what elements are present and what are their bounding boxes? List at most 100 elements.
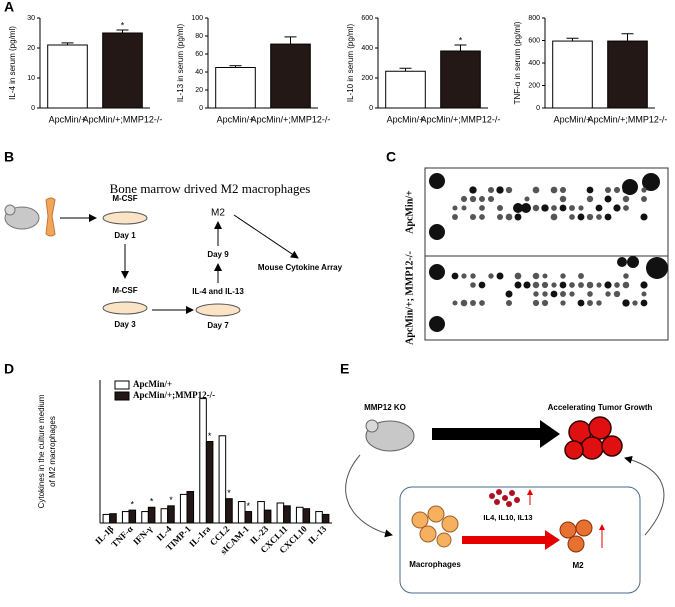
label: IL4, IL10, IL13 bbox=[483, 513, 532, 522]
bar bbox=[215, 67, 256, 109]
bar bbox=[102, 513, 111, 524]
y-axis-label: IL-10 in serum (pg/ml) bbox=[346, 24, 355, 103]
red-arrow bbox=[462, 530, 560, 550]
label: Macrophages bbox=[409, 560, 461, 569]
y-tick-label: 200 bbox=[528, 82, 540, 89]
x-tick-label: IL-1ra bbox=[187, 523, 212, 548]
blot-dot bbox=[505, 299, 513, 307]
diagram-e: MMP12 KO Accelerating Tumor Growth Macro… bbox=[345, 403, 665, 594]
bar bbox=[283, 505, 291, 524]
blot-dot bbox=[604, 281, 612, 289]
diagram-b: Bone marrow drived M2 macrophages M-CSF … bbox=[4, 181, 343, 330]
step-label: Day 1 bbox=[114, 231, 136, 240]
blot-dot bbox=[541, 299, 549, 307]
blot-dot bbox=[487, 186, 495, 194]
bar bbox=[205, 440, 214, 524]
step-label: M-CSF bbox=[112, 286, 137, 295]
y-tick-label: 0 bbox=[369, 105, 373, 112]
blot-dot bbox=[569, 291, 575, 297]
blot-dot bbox=[586, 186, 594, 194]
bar bbox=[607, 40, 648, 109]
blot-dot bbox=[559, 186, 567, 194]
legend-swatch bbox=[114, 380, 130, 390]
y-axis-label: IL-13 in serum (pg/ml) bbox=[176, 24, 185, 103]
blot-dot bbox=[623, 205, 629, 211]
blot-dot bbox=[632, 300, 638, 306]
legend-label: ApcMin/+ bbox=[133, 379, 172, 389]
step-label: Mouse Cytokine Array bbox=[258, 263, 343, 272]
y-axis-label: IL-4 in serum (pg/ml) bbox=[8, 26, 17, 100]
blot-dot bbox=[451, 272, 459, 280]
y-tick-label: 200 bbox=[361, 75, 373, 82]
blot-dot bbox=[514, 281, 522, 289]
blot-dot bbox=[532, 281, 540, 289]
blot-dot bbox=[452, 214, 458, 220]
blot-dot bbox=[532, 186, 540, 194]
blot-dot bbox=[622, 186, 630, 194]
blot-dot bbox=[550, 186, 558, 194]
blot-dot bbox=[461, 273, 467, 279]
blot-dot bbox=[523, 281, 531, 289]
blot-dot bbox=[496, 213, 504, 221]
blot-dot bbox=[542, 291, 548, 297]
blot-dot bbox=[596, 282, 602, 288]
blot-dot bbox=[496, 272, 504, 280]
blot-dot bbox=[496, 204, 504, 212]
blot-dot bbox=[521, 203, 531, 213]
dish bbox=[195, 303, 241, 317]
y-tick-label: 60 bbox=[195, 51, 203, 58]
mouse-ear bbox=[365, 419, 379, 433]
bar bbox=[315, 511, 323, 524]
bar bbox=[199, 398, 207, 524]
step-label: Day 3 bbox=[114, 320, 136, 329]
blot-dot bbox=[586, 195, 594, 203]
arrow bbox=[233, 214, 299, 259]
blot-dot bbox=[479, 214, 485, 220]
blot-dot bbox=[577, 299, 585, 307]
blot-dot bbox=[469, 213, 477, 221]
blot-dot bbox=[488, 273, 494, 279]
bar bbox=[167, 505, 175, 524]
diagram-title: Bone marrow drived M2 macrophages bbox=[110, 181, 311, 196]
label: MMP12 KO bbox=[364, 403, 406, 412]
blot-dot bbox=[578, 205, 584, 211]
macrophages bbox=[411, 505, 459, 548]
step-label: M-CSF bbox=[112, 194, 137, 203]
blot-dot bbox=[533, 291, 539, 297]
blot-dot bbox=[532, 204, 540, 212]
legend-label: ApcMin/+;MMP12-/- bbox=[133, 390, 215, 400]
x-tick-label: ApcMin/+;MMP12-/- bbox=[421, 114, 501, 124]
blot-dot bbox=[513, 203, 523, 213]
bar bbox=[109, 513, 117, 524]
row-label: ApcMin/+ bbox=[404, 190, 415, 234]
bar bbox=[160, 508, 169, 524]
x-tick-label: ApcMin/+ bbox=[49, 114, 87, 124]
m2-cells bbox=[559, 519, 593, 553]
bar bbox=[47, 44, 88, 109]
blot-dot bbox=[452, 300, 458, 306]
blot-dot bbox=[505, 186, 513, 194]
blot-dot bbox=[514, 213, 522, 221]
x-tick-label: IFN-γ bbox=[131, 523, 155, 547]
significance: * bbox=[227, 488, 231, 498]
y-tick-label: 30 bbox=[27, 15, 35, 22]
blot-dot bbox=[524, 196, 530, 202]
blot-dot bbox=[460, 195, 468, 203]
y-tick-label: 80 bbox=[195, 33, 203, 40]
step-label: Day 9 bbox=[207, 250, 229, 259]
blot-dot bbox=[586, 213, 594, 221]
blot-dot bbox=[560, 291, 566, 297]
bar bbox=[121, 511, 130, 524]
blot-dot bbox=[487, 195, 495, 203]
panel-label: D bbox=[4, 361, 14, 377]
y-tick-label: 400 bbox=[528, 60, 540, 67]
bar bbox=[186, 491, 195, 524]
blot-dot bbox=[617, 257, 627, 267]
bar bbox=[263, 509, 272, 524]
legend-swatch bbox=[114, 391, 130, 401]
big-arrow bbox=[432, 420, 560, 448]
blot-dot bbox=[622, 195, 630, 203]
blot-dot bbox=[605, 187, 611, 193]
significance: * bbox=[150, 497, 154, 507]
